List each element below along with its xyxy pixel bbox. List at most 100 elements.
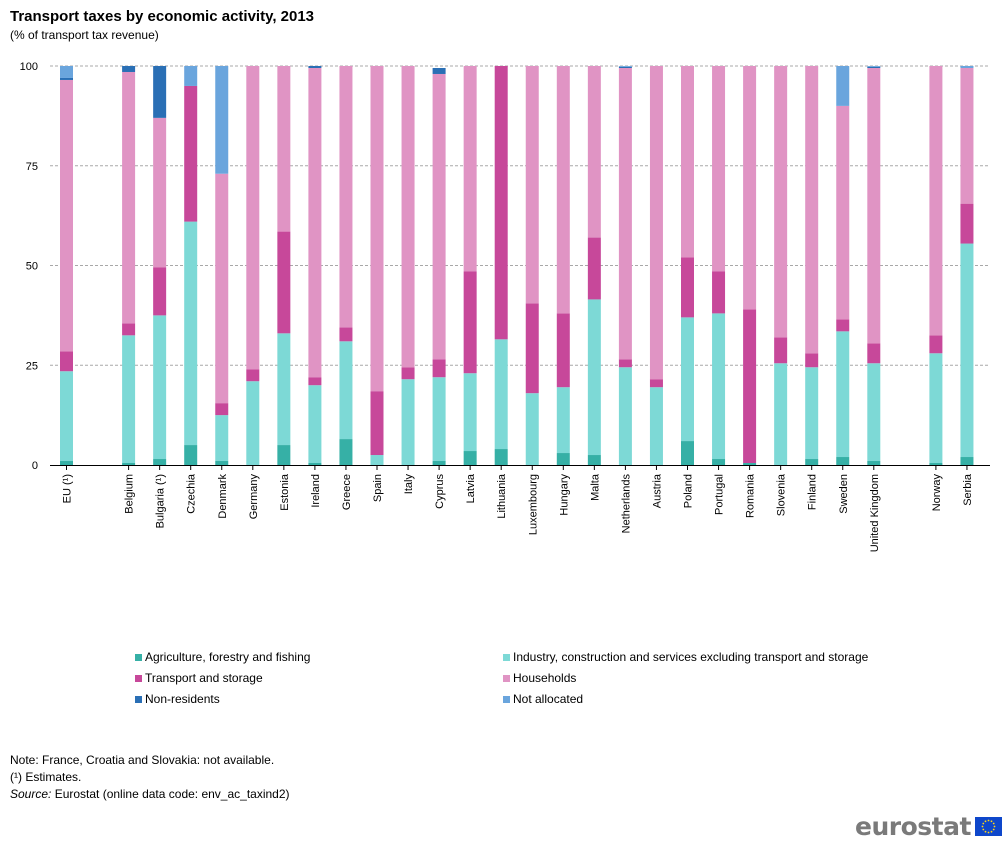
bars [60, 66, 974, 465]
bar-segment [432, 67, 446, 74]
flag-star [982, 822, 985, 825]
legend-label: Not allocated [513, 692, 584, 706]
bar-segment [339, 66, 353, 328]
legend-item: Industry, construction and services excl… [503, 650, 868, 664]
bar-segment [805, 66, 819, 354]
bar-segment [929, 463, 943, 465]
bar-segment [401, 379, 415, 465]
x-tick-label: Romania [745, 473, 757, 518]
bar-segment [774, 363, 788, 465]
x-tick-label: Austria [651, 473, 663, 508]
bar-segment [805, 367, 819, 460]
flag-star [990, 820, 993, 823]
bar-segment [215, 461, 229, 465]
x-tick-label: Cyprus [434, 474, 446, 509]
bar-segment [743, 309, 757, 464]
x-tick-label: Denmark [217, 474, 229, 519]
bar-segment [277, 333, 291, 446]
bar-segment [929, 353, 943, 464]
bar-segment [277, 231, 291, 334]
bar-segment [246, 369, 260, 382]
bar-segment [836, 457, 850, 465]
y-tick-label: 100 [20, 61, 38, 73]
legend-swatch [135, 695, 142, 703]
y-tick-label: 50 [26, 261, 38, 273]
bar-segment [463, 451, 477, 465]
bar-segment [60, 371, 73, 462]
flag-star [992, 828, 995, 831]
bar-segment [618, 66, 632, 67]
legend-item: Not allocated [503, 692, 583, 706]
chart-notes: Note: France, Croatia and Slovakia: not … [10, 752, 290, 803]
legend-item: Agriculture, forestry and fishing [135, 650, 310, 664]
bar-segment [836, 331, 850, 458]
bar-segment [774, 337, 788, 364]
y-tick-label: 25 [26, 360, 38, 372]
bar-segment [184, 66, 198, 86]
bar-segment [153, 267, 167, 316]
y-tick-label: 0 [32, 460, 38, 472]
x-tick-label: Belgium [124, 474, 136, 514]
bar-segment [836, 66, 850, 106]
bar-segment [712, 66, 726, 272]
flag-star [984, 830, 987, 833]
bar-segment [432, 461, 446, 465]
legend-swatch [503, 674, 510, 682]
legend-label: Households [513, 671, 577, 685]
bar-segment [153, 459, 167, 465]
bar-segment [681, 317, 694, 442]
bar-segment [246, 381, 260, 465]
x-tick-label: Serbia [962, 473, 974, 506]
x-tick-label: Czechia [186, 473, 198, 514]
bar-segment [525, 393, 539, 465]
bar-segment [805, 459, 819, 465]
bar-segment [215, 173, 229, 404]
eu-flag-icon [974, 817, 1002, 836]
bar-segment [929, 66, 943, 336]
bar-segment [60, 461, 73, 465]
logo-text: eurostat [855, 812, 971, 841]
bar-segment [743, 66, 757, 310]
bar-segment [308, 66, 322, 68]
bar-segment [432, 359, 446, 378]
bar-segment [556, 453, 570, 465]
bar-segment [122, 463, 136, 465]
flag-star [982, 828, 985, 831]
bar-segment [836, 105, 850, 320]
legend-label: Agriculture, forestry and fishing [145, 650, 311, 664]
bar-segment [743, 463, 757, 465]
x-tick-label: Latvia [465, 473, 477, 503]
bar-segment [370, 455, 384, 465]
bar-segment [494, 66, 508, 340]
bar-segment [867, 461, 881, 465]
bar-segment [681, 257, 694, 318]
flag-star [993, 825, 996, 828]
bar-segment [587, 455, 601, 465]
bar-segment [556, 387, 570, 454]
legend-item: Non-residents [135, 692, 220, 706]
source-label: Source: [10, 787, 52, 801]
bar-segment [463, 271, 477, 374]
bar-segment [60, 77, 73, 80]
x-tick-label: Poland [683, 474, 695, 508]
bar-segment [122, 335, 136, 464]
x-tick-label: Malta [589, 473, 601, 501]
legend-swatch [503, 653, 510, 661]
estimates-note: (¹) Estimates. [10, 770, 82, 784]
bar-segment [184, 445, 198, 465]
chart-subtitle: (% of transport tax revenue) [10, 28, 159, 42]
x-tick-label: Estonia [279, 473, 291, 511]
stacked-bar-chart: 0 25 50 75 100 EU (¹) Belgium Bulgaria (¹) Czech… [20, 61, 990, 552]
bar-segment [774, 66, 788, 338]
x-tick-label: Ireland [310, 474, 322, 508]
flag-star [990, 830, 993, 833]
flag-star [984, 820, 987, 823]
flag-star [992, 822, 995, 825]
x-tick-label: United Kingdom [869, 474, 881, 552]
x-tick-label: Finland [807, 474, 819, 510]
note-line: Note: France, Croatia and Slovakia: not … [10, 753, 275, 767]
legend-label: Transport and storage [145, 671, 263, 685]
bar-segment [308, 385, 322, 464]
bar-segment [122, 71, 136, 324]
bar-segment [370, 391, 384, 456]
